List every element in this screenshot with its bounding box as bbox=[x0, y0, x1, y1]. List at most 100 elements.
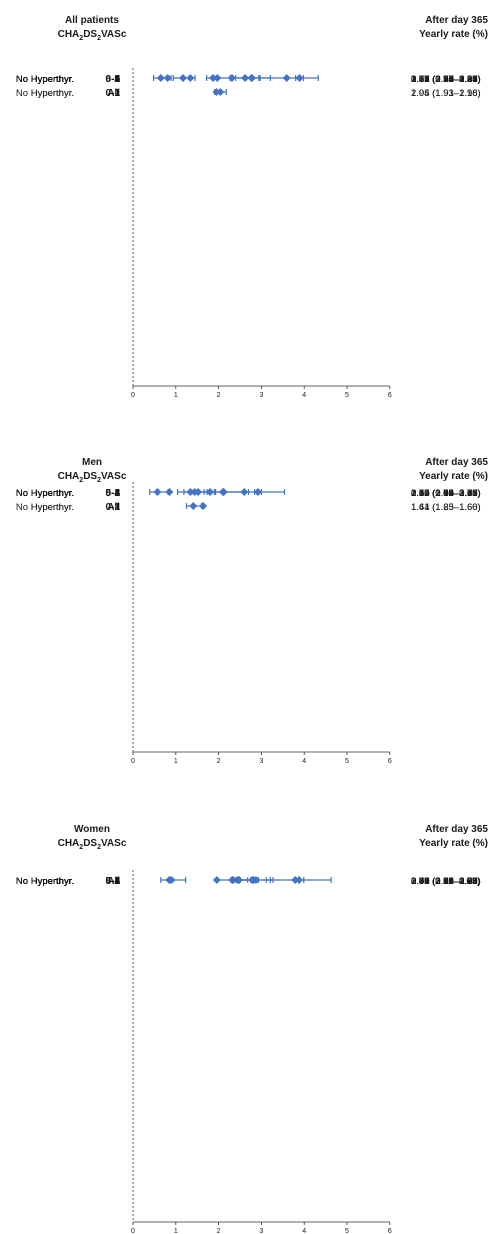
group-label: 5-8 bbox=[106, 488, 121, 499]
panel-title: Women bbox=[74, 824, 110, 835]
estimate-marker bbox=[235, 876, 244, 884]
estimate-marker bbox=[253, 488, 262, 496]
row-label: Hyperthyr. bbox=[31, 876, 74, 887]
rate-value: 0.85 (0.81–0.90) bbox=[411, 876, 481, 887]
row-label: Hyperthyr. bbox=[31, 876, 74, 887]
row-label: No Hyperthyr. bbox=[16, 74, 74, 85]
rate-value: 2.77 (2.40–3.21) bbox=[411, 74, 481, 85]
group-label: 0-1 bbox=[106, 74, 121, 85]
row-label: Hyperthyr. bbox=[31, 74, 74, 85]
row-label: Hyperthyr. bbox=[31, 88, 74, 99]
x-tick-label: 4 bbox=[302, 758, 306, 765]
rate-value: 2.78 (2.73–2.83) bbox=[411, 74, 481, 85]
row-label: Hyperthyr. bbox=[31, 488, 74, 499]
x-tick-label: 6 bbox=[388, 392, 392, 399]
group-label: 4 bbox=[114, 876, 120, 887]
estimate-marker bbox=[209, 74, 218, 82]
x-tick-label: 5 bbox=[345, 1228, 349, 1234]
group-label: 0-1 bbox=[106, 876, 121, 887]
score-label: CHA2DS2VASc bbox=[58, 29, 127, 42]
x-tick-label: 2 bbox=[217, 758, 221, 765]
row-label: Hyperthyr. bbox=[31, 488, 74, 499]
estimate-marker bbox=[282, 74, 291, 82]
x-tick-label: 2 bbox=[217, 1228, 221, 1234]
rate-value: 1.52 (1.19–1.93) bbox=[411, 488, 481, 499]
estimate-marker bbox=[199, 502, 208, 510]
rate-value: 2.32 (1.96–2.75) bbox=[411, 876, 481, 887]
rate-value: 2.87 (2.81–2.93) bbox=[411, 876, 481, 887]
rate-value: 2.79 (2.38–3.27) bbox=[411, 876, 481, 887]
x-tick-label: 6 bbox=[388, 1228, 392, 1234]
group-label: 4 bbox=[114, 74, 120, 85]
x-tick-label: 6 bbox=[388, 758, 392, 765]
estimate-marker bbox=[295, 74, 304, 82]
estimate-marker bbox=[228, 876, 237, 884]
forest-panel-3: Women CHA2DS2VASc After day 365 Yearly rate… bbox=[16, 824, 489, 1234]
group-label: 0-1 bbox=[106, 502, 121, 513]
score-label: CHA2DS2VASc bbox=[58, 838, 127, 851]
group-label: 2 bbox=[114, 488, 120, 499]
rate-value: 2.12 (1.66–2.70) bbox=[411, 488, 481, 499]
estimate-marker bbox=[165, 876, 174, 884]
rate-value: 0.81 (0.79–0.84) bbox=[411, 74, 481, 85]
x-tick-label: 5 bbox=[345, 758, 349, 765]
row-label: Hyperthyr. bbox=[31, 74, 74, 85]
rate-value: 2.92 (2.84–3.00) bbox=[411, 488, 481, 499]
x-tick-label: 4 bbox=[302, 392, 306, 399]
estimate-marker bbox=[194, 488, 203, 496]
row-label: No Hyperthyr. bbox=[16, 502, 74, 513]
panel-title: All patients bbox=[65, 15, 119, 26]
column-header-rate: Yearly rate (%) bbox=[419, 838, 488, 849]
estimate-marker bbox=[213, 74, 222, 82]
column-header-rate: Yearly rate (%) bbox=[419, 29, 488, 40]
rate-value: 1.41 (1.25–1.60) bbox=[411, 502, 481, 513]
group-label: 0-1 bbox=[106, 88, 121, 99]
estimate-marker bbox=[212, 88, 221, 96]
score-label: CHA2DS2VASc bbox=[58, 471, 127, 484]
x-tick-label: 5 bbox=[345, 392, 349, 399]
column-header-period: After day 365 bbox=[425, 15, 488, 26]
rate-value: 2.48 (2.29–2.68) bbox=[411, 876, 481, 887]
row-label: No Hyperthyr. bbox=[16, 488, 74, 499]
group-label: 6-9 bbox=[106, 74, 121, 85]
rate-value: 1.34 (1.04–1.73) bbox=[411, 488, 481, 499]
row-label: No Hyperthyr. bbox=[16, 876, 74, 887]
group-label: All bbox=[107, 876, 120, 887]
row-label: No Hyperthyr. bbox=[16, 74, 74, 85]
rate-value: 1.96 (1.91–2.01) bbox=[411, 876, 481, 887]
row-label: No Hyperthyr. bbox=[16, 876, 74, 887]
rate-value: 3.89 (3.80–3.98) bbox=[411, 74, 481, 85]
rate-value: 2.33 (2.31–2.36) bbox=[411, 876, 481, 887]
row-label: Hyperthyr. bbox=[31, 876, 74, 887]
rate-value: 3.88 (3.78–3.99) bbox=[411, 876, 481, 887]
x-tick-label: 3 bbox=[259, 758, 263, 765]
group-label: All bbox=[107, 502, 120, 513]
row-label: No Hyperthyr. bbox=[16, 74, 74, 85]
estimate-marker bbox=[227, 74, 236, 82]
row-label: No Hyperthyr. bbox=[16, 488, 74, 499]
rate-value: 1.44 (1.41–1.48) bbox=[411, 488, 481, 499]
row-label: No Hyperthyr. bbox=[16, 488, 74, 499]
row-label: No Hyperthyr. bbox=[16, 488, 74, 499]
row-label: Hyperthyr. bbox=[31, 74, 74, 85]
estimate-marker bbox=[295, 876, 304, 884]
row-label: No Hyperthyr. bbox=[16, 876, 74, 887]
x-tick-label: 0 bbox=[131, 392, 135, 399]
forest-panel-2: Men CHA2DS2VASc After day 365 Yearly rate (… bbox=[16, 457, 489, 765]
column-header-period: After day 365 bbox=[425, 457, 488, 468]
x-tick-label: 1 bbox=[174, 392, 178, 399]
rate-value: 2.04 (1.91–2.18) bbox=[411, 88, 481, 99]
rate-value: 1.97 (1.72–2.27) bbox=[411, 74, 481, 85]
row-label: No Hyperthyr. bbox=[16, 88, 74, 99]
estimate-marker bbox=[163, 74, 172, 82]
rate-value: 0.85 (0.82–0.87) bbox=[411, 488, 481, 499]
group-label: 2 bbox=[114, 876, 120, 887]
x-tick-label: 3 bbox=[259, 1228, 263, 1234]
x-tick-label: 1 bbox=[174, 758, 178, 765]
x-tick-label: 4 bbox=[302, 1228, 306, 1234]
rate-value: 2.10 (2.05–2.15) bbox=[411, 488, 481, 499]
row-label: Hyperthyr. bbox=[31, 74, 74, 85]
row-label: Hyperthyr. bbox=[31, 488, 74, 499]
row-label: No Hyperthyr. bbox=[16, 488, 74, 499]
